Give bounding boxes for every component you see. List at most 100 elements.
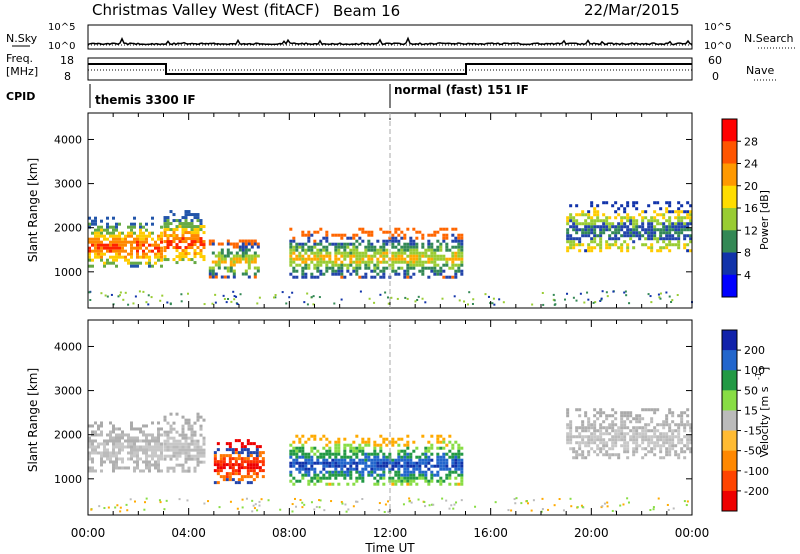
echo-cell xyxy=(193,433,197,437)
echo-cell xyxy=(184,442,188,446)
echo-cell xyxy=(683,216,687,220)
echo-cell xyxy=(355,257,359,261)
echo-cell xyxy=(376,257,380,261)
echo-cell xyxy=(572,435,576,439)
echo-cell xyxy=(340,245,344,249)
echo-cell xyxy=(343,248,347,252)
echo-cell xyxy=(638,426,642,430)
echo-cell xyxy=(635,222,639,226)
echo-cell xyxy=(184,421,188,425)
speckle-cell xyxy=(450,504,453,507)
echo-cell xyxy=(127,439,130,443)
echo-cell xyxy=(307,467,311,471)
echo-cell xyxy=(430,257,434,261)
echo-cell xyxy=(373,476,377,480)
echo-cell xyxy=(457,461,461,465)
echo-cell xyxy=(397,452,401,456)
echo-cell xyxy=(103,264,106,268)
echo-cell xyxy=(391,476,395,480)
echo-cell xyxy=(457,242,461,246)
echo-cell xyxy=(213,463,217,467)
echo-cell xyxy=(644,216,648,220)
echo-cell xyxy=(310,446,314,450)
echo-cell xyxy=(289,470,293,474)
echo-cell xyxy=(157,258,160,262)
speckle-cell xyxy=(421,297,424,300)
echo-cell xyxy=(644,432,648,436)
echo-cell xyxy=(163,454,167,458)
freq-unit: [MHz] xyxy=(6,65,38,78)
echo-cell xyxy=(216,466,220,470)
echo-cell xyxy=(211,239,215,243)
echo-cell xyxy=(632,438,636,442)
echo-cell xyxy=(668,240,672,244)
echo-cell xyxy=(106,457,109,461)
echo-cell xyxy=(163,246,167,250)
echo-cell xyxy=(231,451,235,455)
echo-cell xyxy=(439,257,443,261)
echo-cell xyxy=(361,479,365,483)
speckle-cell xyxy=(125,503,128,506)
echo-cell xyxy=(460,236,464,240)
echo-cell xyxy=(340,464,344,468)
speckle-cell xyxy=(553,504,556,507)
echo-cell xyxy=(620,249,624,253)
x-tick-label: 00:00 xyxy=(675,526,710,540)
echo-cell xyxy=(118,442,121,446)
colorbar-segment xyxy=(722,185,737,209)
echo-cell xyxy=(247,260,251,264)
echo-cell xyxy=(289,227,293,231)
echo-cell xyxy=(677,456,681,460)
echo-cell xyxy=(334,443,338,447)
echo-cell xyxy=(367,470,371,474)
echo-cell xyxy=(97,445,100,449)
echo-cell xyxy=(202,451,206,455)
echo-cell xyxy=(292,269,296,273)
echo-cell xyxy=(373,245,377,249)
echo-cell xyxy=(349,263,353,267)
echo-cell xyxy=(133,448,136,452)
echo-cell xyxy=(656,201,660,205)
echo-cell xyxy=(668,210,672,214)
cpid-mode-2: normal (fast) 151 IF xyxy=(394,83,529,97)
echo-cell xyxy=(142,451,145,455)
echo-cell xyxy=(217,251,221,255)
echo-cell xyxy=(190,454,194,458)
echo-cell xyxy=(415,257,419,261)
echo-cell xyxy=(454,452,458,456)
echo-cell xyxy=(626,201,630,205)
echo-cell xyxy=(136,234,139,238)
echo-cell xyxy=(202,418,206,422)
echo-cell xyxy=(641,225,645,229)
freq-tick-top: 18 xyxy=(60,54,74,67)
echo-cell xyxy=(433,257,437,261)
speckle-cell xyxy=(579,292,582,295)
speckle-cell xyxy=(672,507,675,510)
echo-cell xyxy=(246,439,250,443)
echo-cell xyxy=(313,476,317,480)
echo-cell xyxy=(319,269,323,273)
echo-cell xyxy=(689,237,693,241)
speckle-cell xyxy=(386,296,389,299)
echo-cell xyxy=(683,444,687,448)
echo-cell xyxy=(689,240,693,244)
echo-cell xyxy=(316,257,320,261)
echo-cell xyxy=(355,461,359,465)
speckle-cell xyxy=(624,290,627,293)
echo-cell xyxy=(169,457,173,461)
echo-cell xyxy=(460,467,464,471)
echo-cell xyxy=(298,461,302,465)
echo-cell xyxy=(319,263,323,267)
echo-cell xyxy=(298,446,302,450)
echo-cell xyxy=(629,231,633,235)
echo-cell xyxy=(307,437,311,441)
speckle-cell xyxy=(652,506,655,509)
echo-cell xyxy=(608,222,612,226)
echo-cell xyxy=(620,435,624,439)
echo-cell xyxy=(400,449,404,453)
echo-cell xyxy=(358,266,362,270)
echo-cell xyxy=(178,252,182,256)
echo-cell xyxy=(406,455,410,459)
echo-cell xyxy=(211,242,215,246)
echo-cell xyxy=(454,254,458,258)
